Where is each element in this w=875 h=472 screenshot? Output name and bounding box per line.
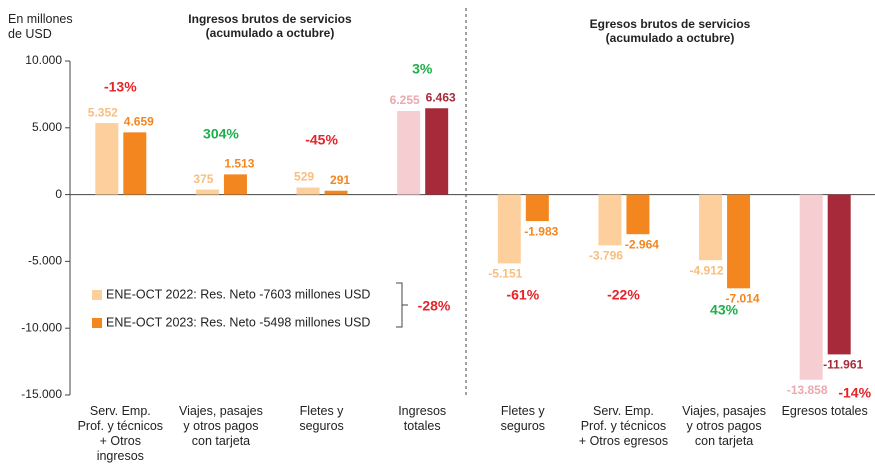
bar <box>799 194 823 380</box>
bar <box>195 189 219 195</box>
panel-title: Egresos brutos de servicios (acumulado a… <box>589 17 751 45</box>
bar <box>827 194 851 355</box>
y-tick-label: -10.000 <box>21 320 62 334</box>
bar <box>397 111 421 195</box>
y-tick-label: 10.000 <box>25 53 62 67</box>
y-axis-label: En millones de USD <box>8 12 73 41</box>
bar <box>324 190 348 195</box>
legend-label: ENE-OCT 2022: Res. Neto -7603 millones U… <box>106 287 370 301</box>
bar <box>497 194 521 264</box>
value-label: -7.014 <box>726 291 760 305</box>
bar <box>95 123 119 195</box>
y-tick-label: -15.000 <box>21 387 62 401</box>
legend-bracket <box>396 282 408 328</box>
value-label: -4.912 <box>690 263 724 277</box>
bar <box>425 108 449 195</box>
x-tick-label: Egresos totales <box>781 404 868 418</box>
bar <box>525 194 549 222</box>
bar <box>598 194 622 246</box>
y-tick-label: -5.000 <box>28 254 62 268</box>
change-label: -13% <box>104 79 137 95</box>
value-label: 291 <box>330 173 350 187</box>
bar <box>296 187 320 195</box>
legend-label: ENE-OCT 2023: Res. Neto -5498 millones U… <box>106 315 370 329</box>
bar <box>123 132 147 195</box>
y-tick-label: 5.000 <box>32 120 62 134</box>
legend-swatch <box>92 290 102 300</box>
x-tick-label: Viajes, pasajes y otros pagos con tarjet… <box>179 404 263 448</box>
bar <box>727 194 751 289</box>
x-tick-label: Serv. Emp. Prof. y técnicos + Otros ingr… <box>77 404 164 463</box>
panel-title: Ingresos brutos de servicios (acumulado … <box>188 12 352 40</box>
x-tick-label: Serv. Emp. Prof. y técnicos + Otros egre… <box>578 404 669 448</box>
bar <box>699 194 723 261</box>
change-label: 43% <box>710 302 739 318</box>
change-label: -45% <box>305 132 338 148</box>
value-label: 6.463 <box>426 90 456 104</box>
value-label: 529 <box>294 170 314 184</box>
legend-swatch <box>92 318 102 328</box>
value-label: 4.659 <box>124 115 154 129</box>
legend-box <box>86 282 396 332</box>
value-label: 5.352 <box>88 105 118 119</box>
x-tick-label: Ingresos totales <box>398 404 447 433</box>
x-tick-label: Viajes, pasajes y otros pagos con tarjet… <box>682 404 766 448</box>
bar <box>626 194 650 235</box>
value-label: -11.961 <box>823 358 863 372</box>
value-label: -13.858 <box>787 383 828 397</box>
y-tick-label: 0 <box>55 187 62 201</box>
change-label: 304% <box>203 126 239 142</box>
value-label: -2.964 <box>625 237 659 251</box>
value-label: 375 <box>193 172 213 186</box>
net-change-label: -28% <box>418 298 451 314</box>
x-tick-label: Fletes y seguros <box>299 404 344 433</box>
value-label: -1.983 <box>524 224 558 238</box>
change-label: 3% <box>412 61 433 77</box>
change-label: -22% <box>607 287 640 303</box>
value-label: -5.151 <box>488 267 522 281</box>
x-tick-label: Fletes y seguros <box>500 404 546 433</box>
value-label: 6.255 <box>390 93 420 107</box>
value-label: 1.513 <box>224 157 254 171</box>
change-label: -14% <box>838 385 871 401</box>
value-label: -3.796 <box>589 248 623 262</box>
change-label: -61% <box>506 287 539 303</box>
bar <box>223 174 247 195</box>
